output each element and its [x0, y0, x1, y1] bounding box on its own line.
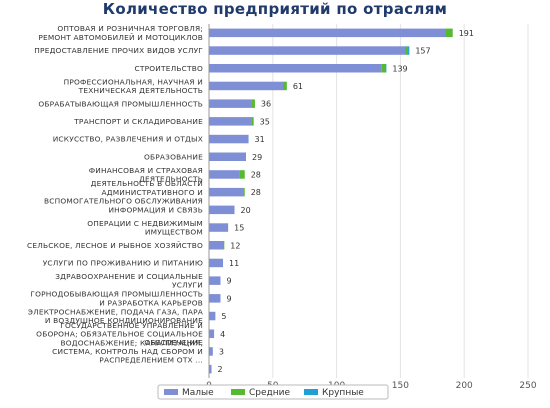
- value-label: 139: [392, 64, 407, 73]
- bar-segment: [381, 64, 386, 73]
- bar-segment: [223, 241, 225, 250]
- value-label: 191: [459, 29, 474, 38]
- bar-segment: [209, 99, 252, 108]
- value-label: 36: [261, 100, 271, 109]
- bar-segment: [209, 276, 221, 285]
- value-label: 29: [252, 153, 262, 162]
- bar-segment: [405, 46, 409, 55]
- bar-segment: [251, 99, 255, 108]
- value-label: 11: [229, 259, 239, 268]
- bar-segment: [209, 205, 235, 215]
- chart-title: Количество предприятий по отраслям: [102, 0, 448, 18]
- value-label: 9: [226, 294, 231, 303]
- bar-segment: [408, 46, 410, 55]
- legend-box: [157, 384, 389, 400]
- bar-segment: [243, 187, 245, 197]
- legend-label: Крупные: [322, 388, 364, 398]
- value-label: 61: [293, 82, 303, 91]
- category-label: ДЕЯТЕЛЬНОСТЬ В ОБЛАСТИ: [91, 179, 203, 188]
- legend-swatch: [231, 389, 245, 395]
- category-label: ТРАНСПОРТ И СКЛАДИРОВАНИЕ: [73, 117, 203, 126]
- bar-segment: [209, 64, 382, 73]
- bar-segment: [209, 117, 252, 126]
- bar-segment: [209, 152, 247, 161]
- x-tick-label: 200: [456, 381, 473, 391]
- category-label: СЕЛЬСКОЕ, ЛЕСНОЕ И РЫБНОЕ ХОЗЯЙСТВО: [27, 241, 203, 250]
- category-label: СИСТЕМА, КОНТРОЛЬ НАД СБОРОМ И: [52, 347, 203, 356]
- category-label: ВОДОСНАБЖЕНИЕ; КАНАЛИЗАЦИЯ,: [61, 338, 204, 347]
- category-label: ЭЛЕКТРОСНАБЖЕНИЕ, ПОДАЧА ГАЗА, ПАРА: [28, 307, 203, 316]
- bar-segment: [239, 170, 245, 179]
- bar-segment: [251, 117, 254, 126]
- value-label: 15: [234, 224, 244, 233]
- category-label: РАСПРЕДЕЛЕНИЕМ ОТХ ...: [99, 356, 203, 365]
- category-label: ОБРАБАТЫВАЮЩАЯ ПРОМЫШЛЕННОСТЬ: [38, 99, 203, 108]
- value-label: 5: [221, 312, 226, 321]
- category-label: ОБОРОНА; ОБЯЗАТЕЛЬНОЕ СОЦИАЛЬНОЕ: [36, 329, 203, 338]
- bar-segment: [209, 364, 212, 374]
- legend-swatch: [304, 389, 318, 395]
- value-label: 28: [251, 188, 261, 197]
- category-label: ВСПОМОГАТЕЛЬНОГО ОБСЛУЖИВАНИЯ: [44, 196, 203, 205]
- category-label: ОБРАЗОВАНИЕ: [144, 152, 203, 161]
- value-label: 2: [218, 365, 223, 374]
- bar-segment: [385, 64, 387, 73]
- category-label: ИНФОРМАЦИЯ И СВЯЗЬ: [108, 205, 203, 214]
- category-label: ДЕЯТЕЛЬНОСТЬ: [139, 174, 203, 183]
- category-label: ТЕХНИЧЕСКАЯ ДЕЯТЕЛЬНОСТЬ: [78, 86, 203, 95]
- category-label: ГОРНОДОБЫВАЮЩАЯ ПРОМЫШЛЕННОСТЬ: [30, 290, 203, 299]
- bar-segment: [445, 28, 453, 38]
- category-label: ОБЕСПЕЧЕНИЕ: [144, 338, 203, 347]
- x-tick-label: 250: [519, 381, 536, 391]
- legend-label: Малые: [182, 388, 214, 398]
- value-label: 35: [260, 117, 270, 126]
- bar-segment: [209, 223, 229, 232]
- category-label: ИСКУССТВО, РАЗВЛЕЧЕНИЯ И ОТДЫХ: [53, 135, 203, 144]
- category-label: ГОСУДАРСТВЕННОЕ УПРАВЛЕНИЕ И: [60, 321, 203, 330]
- value-label: 28: [251, 170, 261, 179]
- category-label: ОПЕРАЦИИ С НЕДВИЖИМЫМ: [87, 219, 203, 228]
- bar-segment: [209, 311, 216, 321]
- category-label: РЕМОНТ АВТОМОБИЛЕЙ И МОТОЦИКЛОВ: [38, 33, 203, 42]
- category-label: ОПТОВАЯ И РОЗНИЧНАЯ ТОРГОВЛЯ;: [57, 24, 203, 33]
- category-label: ФИНАНСОВАЯ И СТРАХОВАЯ: [89, 166, 203, 175]
- legend-label: Средние: [249, 388, 290, 398]
- value-label: 12: [230, 241, 240, 250]
- bar-segment: [209, 347, 213, 356]
- bar-segment: [209, 329, 215, 338]
- value-label: 9: [226, 277, 231, 286]
- value-label: 3: [219, 347, 224, 356]
- bar-segment: [209, 187, 244, 197]
- bar-segment: [209, 81, 284, 91]
- bar-segment: [283, 81, 287, 91]
- bar-segment: [209, 28, 446, 38]
- bar-segment: [209, 46, 406, 55]
- category-label: АДМИНИСТРАТИВНОГО И: [102, 188, 204, 197]
- bar-segment: [209, 170, 240, 179]
- value-label: 157: [415, 47, 430, 56]
- category-label: ИМУЩЕСТВОМ: [145, 227, 203, 236]
- category-label: УСЛУГИ: [172, 281, 203, 290]
- bar-segment: [209, 258, 224, 268]
- value-label: 31: [255, 135, 265, 144]
- category-label: И ВОЗДУШНОЕ КОНДИЦИОНИРОВАНИЕ: [45, 316, 203, 325]
- value-label: 4: [220, 330, 225, 339]
- bar-segment: [209, 134, 249, 144]
- bar-segment: [209, 294, 221, 303]
- bar-segment: [209, 241, 224, 250]
- category-label: И РАЗРАБОТКА КАРЬЕРОВ: [99, 298, 203, 307]
- x-tick-label: 150: [392, 381, 409, 391]
- legend-swatch: [164, 389, 178, 395]
- category-label: ПРОФЕССИОНАЛЬНАЯ, НАУЧНАЯ И: [64, 77, 203, 86]
- category-label: ЗДРАВООХРАНЕНИЕ И СОЦИАЛЬНЫЕ: [55, 272, 203, 281]
- category-label: УСЛУГИ ПО ПРОЖИВАНИЮ И ПИТАНИЮ: [43, 259, 203, 268]
- value-label: 20: [241, 206, 251, 215]
- category-label: ПРЕДОСТАВЛЕНИЕ ПРОЧИХ ВИДОВ УСЛУГ: [34, 46, 203, 55]
- category-label: СТРОИТЕЛЬСТВО: [135, 64, 203, 73]
